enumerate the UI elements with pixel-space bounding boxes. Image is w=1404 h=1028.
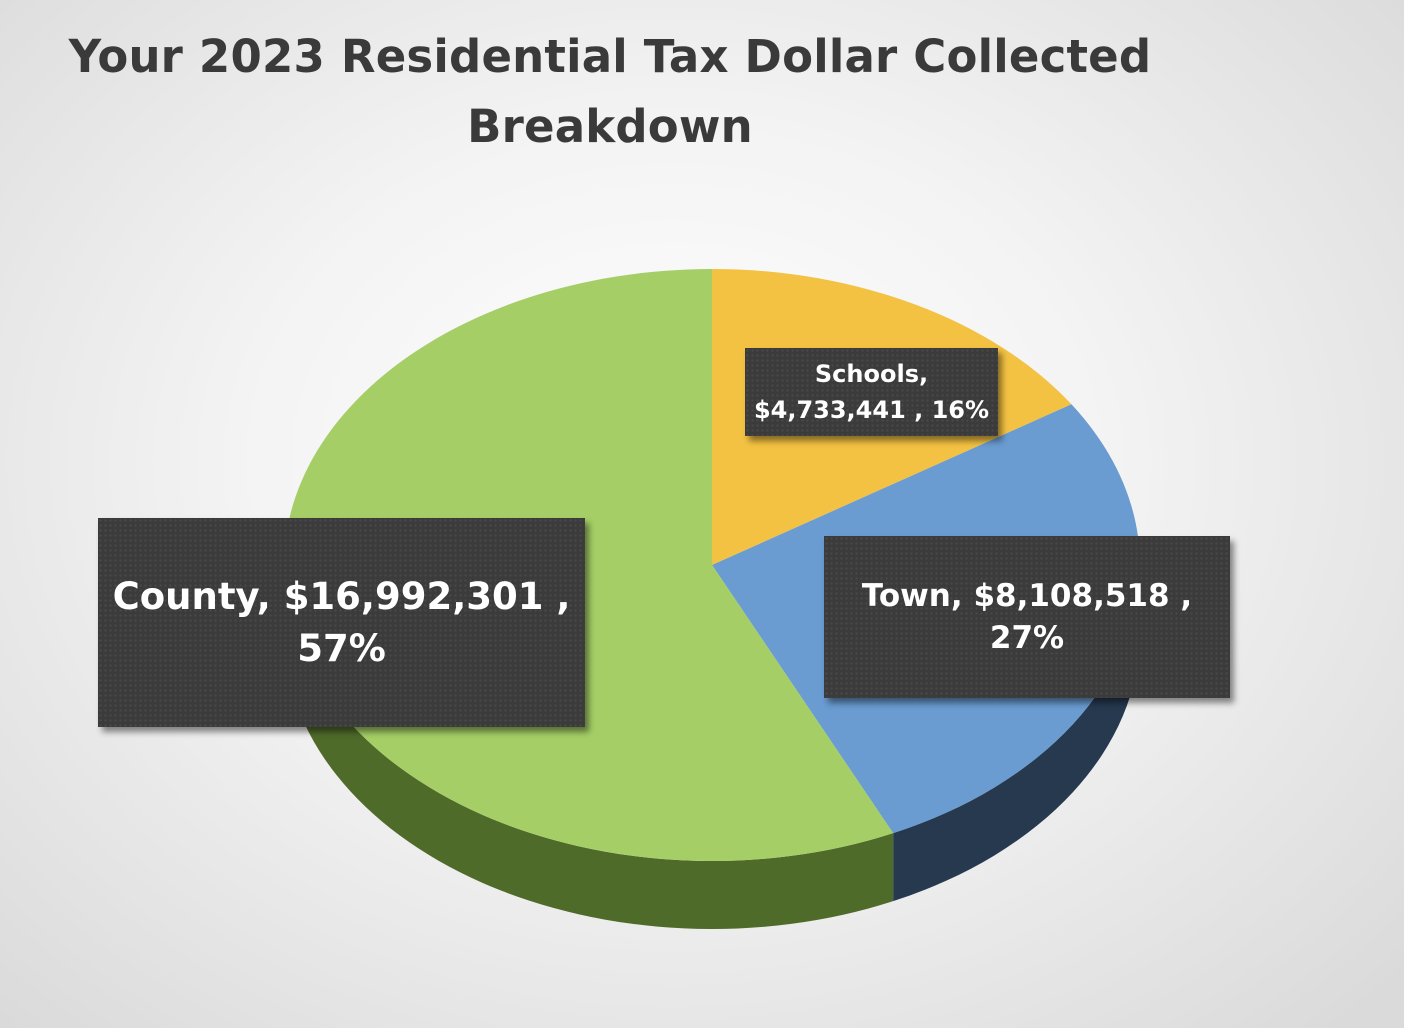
pie-side-county: [284, 565, 894, 929]
data-label-schools-line-1: Schools,: [814, 360, 929, 388]
chart-title: Your 2023 Residential Tax Dollar Collect…: [30, 22, 1190, 162]
data-label-county-line-1: County, $16,992,301 ,: [112, 574, 571, 618]
data-label-schools-line-2: $4,733,441 , 16%: [753, 396, 990, 424]
data-label-county: County, $16,992,301 , 57%: [98, 518, 585, 727]
pie-side-town: [893, 565, 1140, 902]
data-label-schools: Schools, $4,733,441 , 16%: [745, 348, 998, 436]
chart-title-line-2: Breakdown: [467, 100, 753, 153]
data-label-county-line-2: 57%: [297, 626, 386, 670]
data-label-town: Town, $8,108,518 , 27%: [824, 536, 1230, 698]
chart-title-line-1: Your 2023 Residential Tax Dollar Collect…: [68, 30, 1152, 83]
data-label-town-line-1: Town, $8,108,518 , 27%: [861, 578, 1193, 656]
